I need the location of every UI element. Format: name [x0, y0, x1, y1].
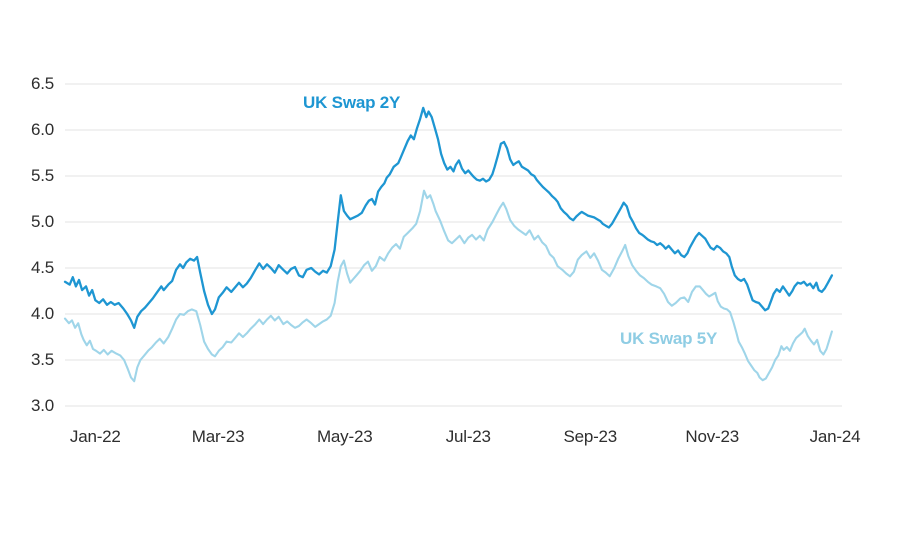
- series-label-uk-swap-2y: UK Swap 2Y: [303, 93, 401, 112]
- y-axis-tick-label: 4.5: [30, 258, 54, 277]
- y-axis-tick-label: 5.0: [30, 212, 54, 231]
- series-lines: [63, 106, 834, 383]
- y-axis-tick-label: 6.5: [30, 74, 54, 93]
- x-axis-tick-label: May-23: [316, 427, 373, 446]
- y-axis-tick-label: 5.5: [30, 166, 54, 185]
- y-axis-tick-label: 3.5: [30, 350, 54, 369]
- series-line-uk-swap-2y: [63, 106, 834, 329]
- series-label-uk-swap-5y: UK Swap 5Y: [620, 329, 718, 348]
- gridlines: [65, 83, 842, 407]
- x-axis-tick-label: Jan-24: [809, 427, 861, 446]
- y-axis-tick-label: 3.0: [30, 396, 54, 415]
- series-line-uk-swap-5y: [63, 189, 833, 383]
- x-axis-tick-label: Jul-23: [445, 427, 491, 446]
- x-axis-tick-label: Sep-23: [563, 427, 618, 446]
- x-axis-tick-label: Nov-23: [685, 427, 740, 446]
- x-axis-tick-label: Mar-23: [191, 427, 245, 446]
- y-axis-tick-label: 6.0: [30, 120, 54, 139]
- y-axis-tick-label: 4.0: [30, 304, 54, 323]
- x-axis-tick-label: Jan-22: [69, 427, 121, 446]
